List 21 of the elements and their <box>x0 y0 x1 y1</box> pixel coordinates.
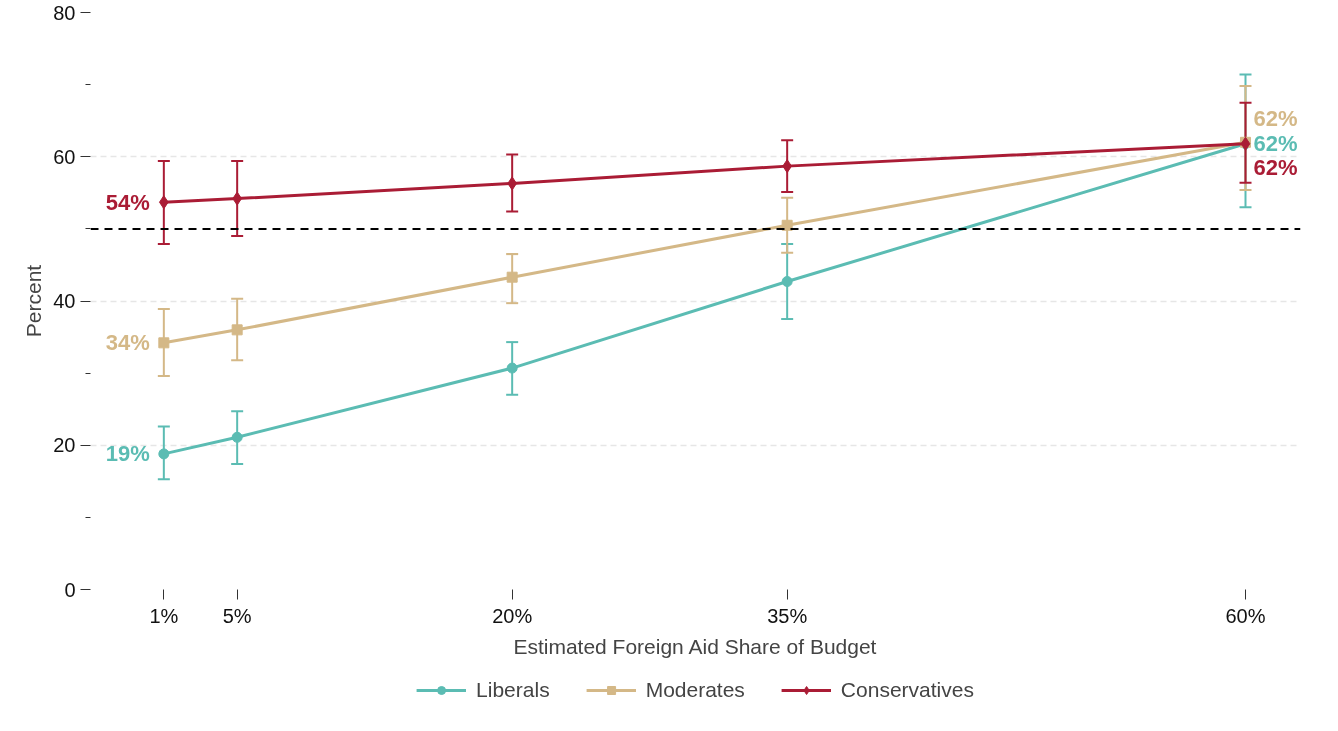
y-tick-label: 60 <box>53 145 76 168</box>
x-tick-label: 5% <box>222 604 252 627</box>
x-axis-title: Estimated Foreign Aid Share of Budget <box>513 634 877 658</box>
data-label: 19% <box>105 441 150 467</box>
legend-label: Liberals <box>476 678 550 702</box>
y-tick-label: 80 <box>53 1 76 24</box>
y-tick-label: 20 <box>53 434 76 457</box>
y-axis-title: Percent <box>22 264 46 338</box>
y-tick-label: 40 <box>53 290 76 312</box>
x-tick-label: 20% <box>492 604 533 627</box>
data-label: 62% <box>1253 155 1298 181</box>
data-label: 62% <box>1253 105 1298 131</box>
x-tick-label: 1% <box>149 604 179 627</box>
data-label: 62% <box>1253 131 1298 157</box>
x-tick-label: 35% <box>767 604 808 627</box>
data-label: 54% <box>105 189 150 215</box>
x-tick-label: 60% <box>1225 604 1266 627</box>
data-label: 34% <box>105 330 150 356</box>
y-tick-label: 0 <box>64 578 76 601</box>
legend-label: Moderates <box>645 678 745 702</box>
legend-label: Conservatives <box>840 678 974 702</box>
